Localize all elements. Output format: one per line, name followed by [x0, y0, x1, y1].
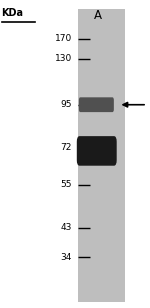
Text: 130: 130	[55, 54, 72, 63]
Text: 34: 34	[61, 253, 72, 262]
FancyBboxPatch shape	[79, 97, 114, 112]
Text: 43: 43	[61, 223, 72, 233]
Text: 170: 170	[55, 34, 72, 43]
Text: 55: 55	[60, 180, 72, 189]
Text: KDa: KDa	[2, 8, 24, 18]
FancyBboxPatch shape	[77, 136, 117, 166]
Text: 72: 72	[61, 143, 72, 152]
Text: 95: 95	[60, 100, 72, 109]
Text: A: A	[94, 9, 102, 22]
Bar	[78, 9, 124, 302]
